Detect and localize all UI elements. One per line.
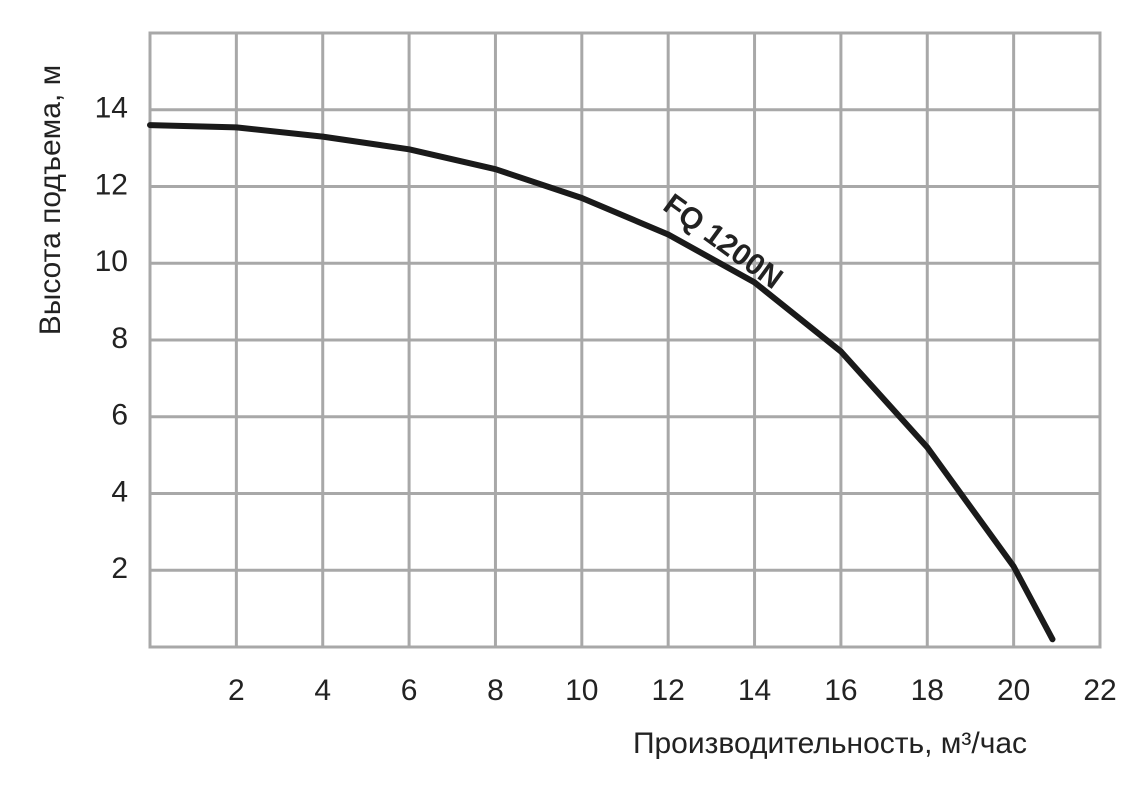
y-tick-label: 8 [111, 322, 128, 355]
x-tick-label: 16 [824, 674, 857, 707]
x-tick-label: 12 [651, 674, 684, 707]
y-tick-label: 12 [95, 168, 128, 201]
x-tick-label: 14 [738, 674, 771, 707]
x-tick-label: 6 [401, 674, 418, 707]
line-series [147, 122, 1056, 643]
x-tick-label: 4 [314, 674, 331, 707]
y-tick-label: 6 [111, 399, 128, 432]
y-tick-label: 2 [111, 552, 128, 585]
y-tick-label: 14 [95, 92, 128, 125]
x-tick-label: 8 [487, 674, 504, 707]
y-axis-label: Высота подъема, м [34, 65, 67, 336]
x-tick-label: 20 [997, 674, 1030, 707]
x-axis-label: Производительность, м³/час [633, 727, 1027, 760]
y-tick-label: 4 [111, 475, 128, 508]
x-tick-label: 22 [1083, 674, 1116, 707]
x-tick-label: 10 [565, 674, 598, 707]
y-tick-label: 10 [95, 245, 128, 278]
x-tick-label: 2 [228, 674, 245, 707]
x-tick-label: 18 [911, 674, 944, 707]
